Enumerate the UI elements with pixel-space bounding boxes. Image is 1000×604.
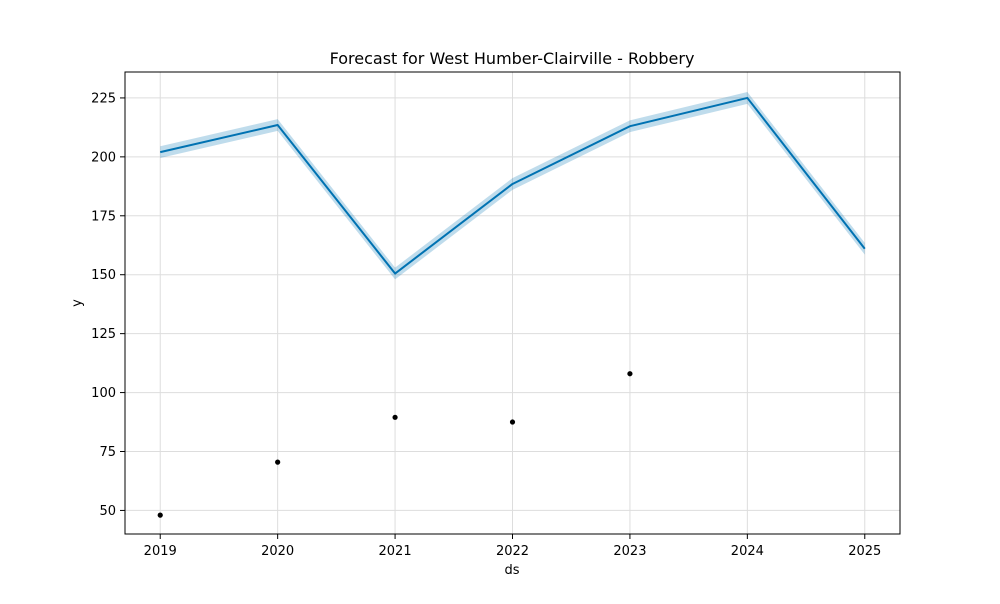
actual-data-point	[510, 419, 515, 424]
y-tick-label: 100	[91, 386, 116, 401]
y-tick-label: 50	[99, 504, 116, 519]
actual-data-point	[392, 415, 397, 420]
x-tick-label: 2020	[261, 544, 294, 559]
actual-data-point	[627, 371, 632, 376]
actual-data-point	[275, 460, 280, 465]
x-axis-ticks: 2019 2020 2021 2022 2023 2024 2025	[144, 534, 882, 559]
x-tick-label: 2019	[144, 544, 177, 559]
y-tick-label: 150	[91, 268, 116, 283]
y-tick-label: 125	[91, 327, 116, 342]
y-axis-ticks: 50 75 100 125 150 175 200 225	[91, 91, 125, 519]
x-tick-label: 2025	[848, 544, 881, 559]
x-tick-label: 2024	[731, 544, 764, 559]
chart-title: Forecast for West Humber-Clairville - Ro…	[330, 49, 695, 68]
x-tick-label: 2023	[613, 544, 646, 559]
x-tick-label: 2021	[379, 544, 412, 559]
y-tick-label: 75	[99, 445, 116, 460]
y-axis-label: y	[70, 299, 85, 307]
actual-data-point	[158, 513, 163, 518]
x-tick-label: 2022	[496, 544, 529, 559]
y-tick-label: 175	[91, 209, 116, 224]
y-tick-label: 200	[91, 150, 116, 165]
y-tick-label: 225	[91, 91, 116, 106]
x-axis-label: ds	[504, 563, 519, 578]
